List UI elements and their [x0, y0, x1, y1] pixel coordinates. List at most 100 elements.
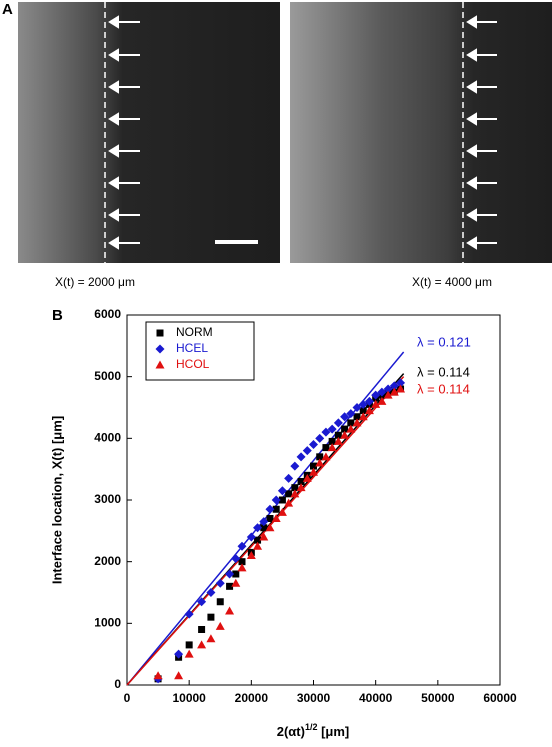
data-point [278, 496, 286, 504]
data-point [389, 387, 399, 396]
panel-label: A [2, 1, 13, 18]
data-point [206, 634, 216, 643]
data-point [371, 390, 381, 400]
data-point [206, 588, 216, 597]
data-point [215, 621, 225, 630]
data-point [226, 582, 234, 590]
data-point [259, 517, 269, 527]
data-point [197, 640, 207, 649]
data-point [265, 523, 275, 532]
arrow [108, 208, 140, 222]
data-point [341, 425, 349, 433]
arrow [108, 144, 140, 158]
data-point [327, 443, 337, 452]
data-point [231, 554, 241, 564]
data-point [383, 390, 393, 399]
data-point [232, 570, 240, 578]
data-point [156, 329, 164, 337]
y-tick-label: 2000 [94, 554, 121, 568]
micrograph [18, 2, 280, 263]
x-axis-label-part: 1/2 [305, 722, 318, 732]
legend-box [145, 321, 255, 381]
data-point [284, 498, 294, 507]
fit-label: λ = 0.114 [417, 381, 470, 396]
panel-b: B 2(αt)1/2 [μm] Interface location, X(t)… [49, 307, 517, 739]
data-point [364, 406, 374, 415]
data-point [321, 427, 331, 437]
data-point [155, 360, 165, 369]
data-point [302, 446, 312, 456]
data-point [364, 396, 374, 406]
data-point [315, 433, 325, 443]
data-point [277, 507, 287, 516]
x-axis-label-part: 2(αt) [277, 724, 305, 739]
data-point [185, 641, 193, 649]
data-point [290, 489, 300, 498]
panel-a: A X(t) = 2000 μm X(t) = 4000 μm [2, 1, 552, 289]
data-point [237, 563, 247, 572]
data-point [352, 418, 362, 427]
arrow [108, 48, 140, 62]
arrow [466, 208, 497, 222]
data-point [155, 344, 165, 354]
x-tick-label: 10000 [172, 691, 206, 705]
data-point [309, 467, 318, 476]
data-point [254, 536, 262, 544]
data-point [215, 578, 225, 588]
data-point [327, 424, 337, 434]
data-point [333, 418, 343, 428]
data-point [153, 671, 163, 680]
data-point [265, 504, 275, 514]
data-point [389, 381, 399, 391]
data-point [271, 514, 281, 522]
x-tick-label: 20000 [235, 691, 269, 705]
data-point [277, 486, 287, 496]
y-tick-label: 5000 [94, 369, 121, 383]
data-point [297, 478, 305, 485]
x-axis-label-part: [μm] [317, 724, 349, 739]
data-point [285, 490, 293, 498]
data-point [284, 473, 294, 483]
data-point [296, 452, 306, 462]
data-point [346, 424, 356, 433]
data-point [309, 440, 318, 449]
data-point [197, 597, 207, 607]
data-point [333, 436, 343, 445]
data-point [291, 484, 299, 492]
arrow [466, 176, 497, 190]
arrow [108, 80, 140, 94]
x-axis-label: 2(αt)1/2 [μm] [277, 722, 350, 739]
data-point [198, 626, 206, 633]
arrow [466, 236, 497, 250]
data-point [216, 598, 224, 606]
data-point [347, 419, 355, 427]
data-point [358, 412, 368, 421]
legend-label: NORM [176, 325, 213, 339]
data-point [238, 558, 246, 566]
data-point [225, 606, 235, 615]
fit-label: λ = 0.114 [417, 364, 470, 379]
data-point [174, 671, 184, 680]
legend-label: HCEL [176, 341, 208, 355]
arrow [466, 80, 497, 94]
arrow [108, 176, 140, 190]
data-point [237, 541, 247, 551]
data-point [246, 532, 256, 542]
x-tick-label: 40000 [359, 691, 393, 705]
data-point [352, 403, 362, 412]
y-tick-label: 3000 [94, 492, 121, 506]
data-point [184, 609, 194, 619]
data-point [396, 378, 406, 388]
data-point [253, 523, 263, 533]
data-point [302, 473, 312, 482]
data-point [272, 505, 280, 513]
y-axis-label: Interface location, X(t) [μm] [49, 416, 64, 584]
data-point [296, 483, 306, 492]
data-point [290, 461, 300, 471]
data-point [231, 578, 241, 587]
data-point [174, 649, 184, 659]
data-point [340, 412, 350, 422]
arrow [466, 48, 497, 62]
fit-label: λ = 0.121 [417, 334, 471, 349]
